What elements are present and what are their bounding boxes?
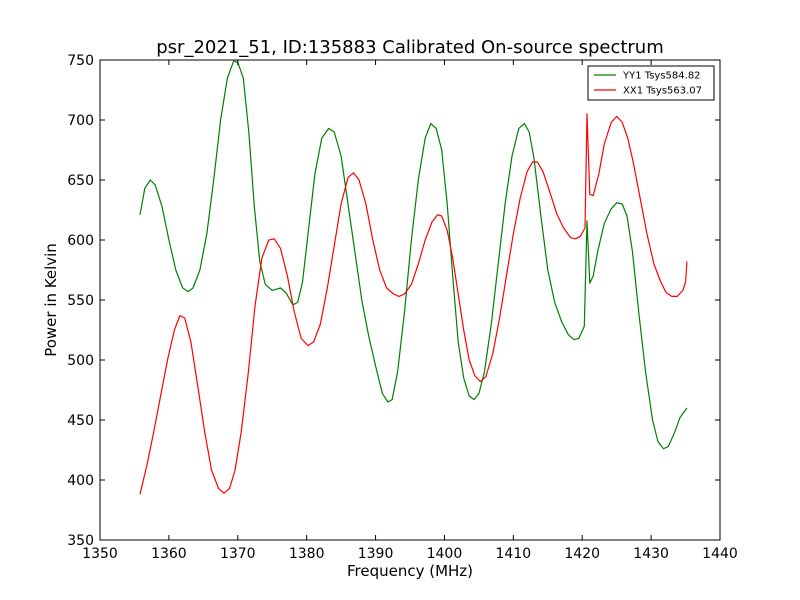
y-tick-label: 550 xyxy=(67,293,94,309)
plot-area xyxy=(100,60,720,540)
x-tick-label: 1400 xyxy=(427,546,463,562)
legend-box xyxy=(587,65,715,101)
y-tick-label: 400 xyxy=(67,473,94,489)
y-tick-label: 350 xyxy=(67,533,94,549)
x-axis: 1350 1360 1370 1380 1390 1400 1410 1420 1430 1440 xyxy=(82,60,738,562)
series-line-2 xyxy=(139,113,688,495)
x-tick-label: 1380 xyxy=(289,546,325,562)
y-tick-label: 650 xyxy=(67,173,94,189)
y-axis-label: Power in Kelvin xyxy=(42,243,60,357)
legend-entry-label: XX1 Tsys563.07 xyxy=(623,86,702,97)
y-axis: 350 400 450 500 550 600 650 700 750 xyxy=(67,53,720,549)
x-tick-label: 1350 xyxy=(82,546,118,562)
x-tick-label: 1420 xyxy=(564,546,600,562)
chart-title: psr_2021_51, ID:135883 Calibrated On-sou… xyxy=(156,37,664,58)
x-tick-label: 1390 xyxy=(358,546,394,562)
x-tick-label: 1370 xyxy=(220,546,256,562)
y-tick-label: 500 xyxy=(67,353,94,369)
series-line-1 xyxy=(139,60,688,450)
x-axis-label: Frequency (MHz) xyxy=(347,562,473,580)
legend: YY1 Tsys584.82 XX1 Tsys563.07 xyxy=(587,65,715,101)
legend-entry-label: YY1 Tsys584.82 xyxy=(622,71,701,82)
x-tick-label: 1360 xyxy=(151,546,187,562)
y-tick-label: 750 xyxy=(67,53,94,69)
y-tick-label: 450 xyxy=(67,413,94,429)
y-tick-label: 600 xyxy=(67,233,94,249)
x-tick-label: 1440 xyxy=(702,546,738,562)
x-tick-label: 1430 xyxy=(633,546,669,562)
y-tick-label: 700 xyxy=(67,113,94,129)
series-group xyxy=(139,60,688,495)
x-tick-label: 1410 xyxy=(496,546,532,562)
